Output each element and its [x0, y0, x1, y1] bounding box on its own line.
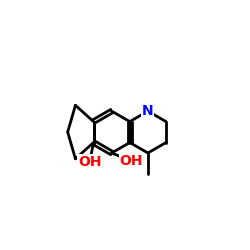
Text: OH: OH — [119, 154, 143, 168]
Text: N: N — [142, 104, 154, 118]
Text: OH: OH — [78, 155, 102, 169]
